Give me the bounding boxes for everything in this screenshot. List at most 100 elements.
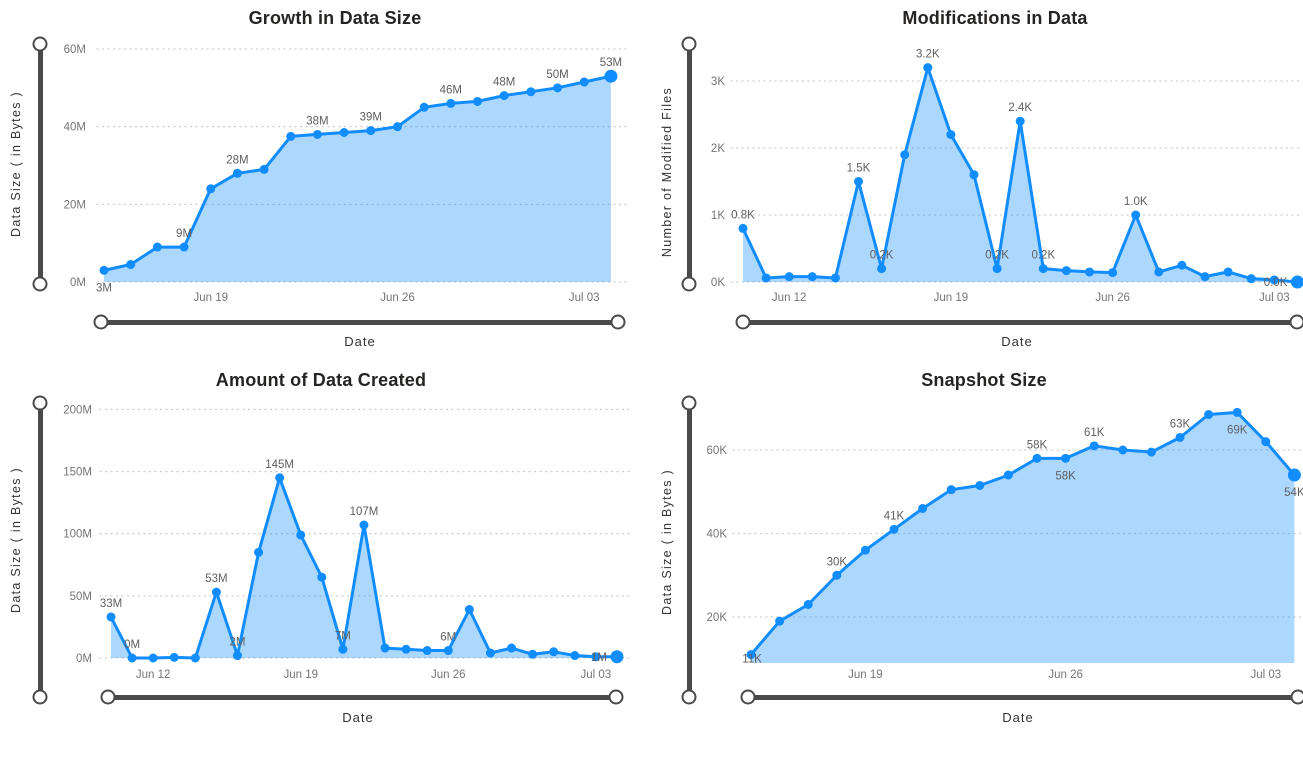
data-point[interactable] — [392, 122, 402, 132]
data-point[interactable] — [1003, 470, 1013, 480]
data-point[interactable] — [1204, 410, 1214, 420]
data-point[interactable] — [254, 547, 264, 557]
data-point[interactable] — [127, 653, 137, 663]
y-range-slider-top-handle[interactable] — [32, 36, 48, 52]
data-point[interactable] — [190, 653, 200, 663]
data-point[interactable] — [317, 572, 327, 582]
data-point[interactable] — [499, 91, 509, 101]
data-point[interactable] — [1290, 275, 1303, 289]
x-range-slider-right-handle[interactable] — [1289, 314, 1303, 330]
data-point[interactable] — [169, 652, 179, 662]
data-point[interactable] — [877, 264, 887, 274]
data-point[interactable] — [526, 87, 536, 97]
y-range-slider-track[interactable] — [37, 44, 43, 284]
y-range-slider[interactable] — [0, 360, 651, 760]
data-point[interactable] — [1261, 437, 1271, 447]
data-point[interactable] — [286, 131, 296, 141]
x-range-slider[interactable] — [651, 0, 1303, 360]
y-range-slider-top-handle[interactable] — [681, 395, 697, 411]
y-range-slider-top-handle[interactable] — [681, 36, 697, 52]
data-point[interactable] — [775, 616, 785, 626]
y-range-slider[interactable] — [651, 0, 1303, 360]
data-point[interactable] — [312, 129, 322, 139]
data-point[interactable] — [259, 164, 269, 174]
x-range-slider-left-handle[interactable] — [740, 689, 756, 705]
data-point[interactable] — [1061, 266, 1071, 276]
data-point[interactable] — [746, 650, 756, 660]
data-point[interactable] — [359, 520, 369, 530]
data-point[interactable] — [1131, 210, 1141, 220]
data-point[interactable] — [860, 545, 870, 555]
data-point[interactable] — [1085, 267, 1094, 277]
data-point[interactable] — [1223, 267, 1233, 277]
data-point[interactable] — [1015, 116, 1025, 126]
y-range-slider-top-handle[interactable] — [32, 395, 48, 411]
data-point[interactable] — [232, 168, 242, 178]
data-point[interactable] — [1032, 453, 1042, 463]
data-point[interactable] — [918, 503, 928, 513]
data-point[interactable] — [338, 644, 348, 654]
data-point[interactable] — [296, 530, 306, 540]
data-point[interactable] — [1108, 268, 1118, 278]
y-range-slider-track[interactable] — [686, 403, 692, 697]
data-point[interactable] — [830, 273, 840, 283]
data-point[interactable] — [485, 648, 495, 658]
x-range-slider[interactable] — [0, 0, 651, 360]
data-point[interactable] — [232, 651, 242, 661]
x-range-slider-left-handle[interactable] — [735, 314, 751, 330]
x-range-slider[interactable] — [651, 360, 1303, 760]
y-range-slider-bottom-handle[interactable] — [681, 276, 697, 292]
data-point[interactable] — [99, 265, 109, 275]
data-point[interactable] — [549, 647, 559, 657]
data-point[interactable] — [380, 643, 390, 653]
data-point[interactable] — [1246, 274, 1256, 284]
data-point[interactable] — [784, 272, 794, 282]
data-point[interactable] — [604, 69, 618, 83]
data-point[interactable] — [1269, 275, 1279, 285]
data-point[interactable] — [1200, 272, 1210, 282]
data-point[interactable] — [553, 83, 563, 93]
x-range-slider-track[interactable] — [101, 319, 618, 325]
x-range-slider-track[interactable] — [108, 694, 616, 700]
x-range-slider-track[interactable] — [743, 319, 1297, 325]
data-point[interactable] — [1089, 441, 1099, 451]
data-point[interactable] — [211, 587, 221, 597]
data-point[interactable] — [570, 651, 580, 661]
data-point[interactable] — [591, 652, 601, 662]
data-point[interactable] — [148, 653, 158, 663]
y-range-slider-track[interactable] — [37, 403, 43, 697]
x-range-slider[interactable] — [0, 360, 651, 760]
data-point[interactable] — [275, 473, 285, 483]
data-point[interactable] — [1232, 407, 1242, 417]
x-range-slider-track[interactable] — [748, 694, 1298, 700]
data-point[interactable] — [528, 649, 538, 659]
data-point[interactable] — [206, 184, 216, 194]
data-point[interactable] — [443, 646, 453, 656]
data-point[interactable] — [401, 644, 411, 654]
data-point[interactable] — [507, 643, 517, 653]
data-point[interactable] — [464, 605, 474, 615]
data-point[interactable] — [152, 242, 162, 252]
data-point[interactable] — [854, 177, 863, 186]
data-point[interactable] — [992, 264, 1002, 274]
data-point[interactable] — [473, 96, 483, 106]
data-point[interactable] — [761, 273, 771, 283]
y-range-slider[interactable] — [651, 360, 1303, 760]
data-point[interactable] — [579, 77, 589, 87]
data-point[interactable] — [126, 260, 136, 270]
data-point[interactable] — [975, 480, 985, 490]
data-point[interactable] — [738, 223, 748, 233]
y-range-slider-bottom-handle[interactable] — [32, 689, 48, 705]
data-point[interactable] — [1177, 260, 1187, 270]
data-point[interactable] — [807, 272, 817, 282]
data-point[interactable] — [832, 570, 842, 580]
x-range-slider-right-handle[interactable] — [1290, 689, 1303, 705]
data-point[interactable] — [1154, 267, 1164, 277]
data-point[interactable] — [946, 485, 956, 495]
x-range-slider-right-handle[interactable] — [608, 689, 624, 705]
y-range-slider-bottom-handle[interactable] — [681, 689, 697, 705]
data-point[interactable] — [419, 102, 429, 112]
data-point[interactable] — [803, 599, 813, 609]
data-point[interactable] — [1175, 432, 1185, 442]
data-point[interactable] — [366, 126, 376, 136]
